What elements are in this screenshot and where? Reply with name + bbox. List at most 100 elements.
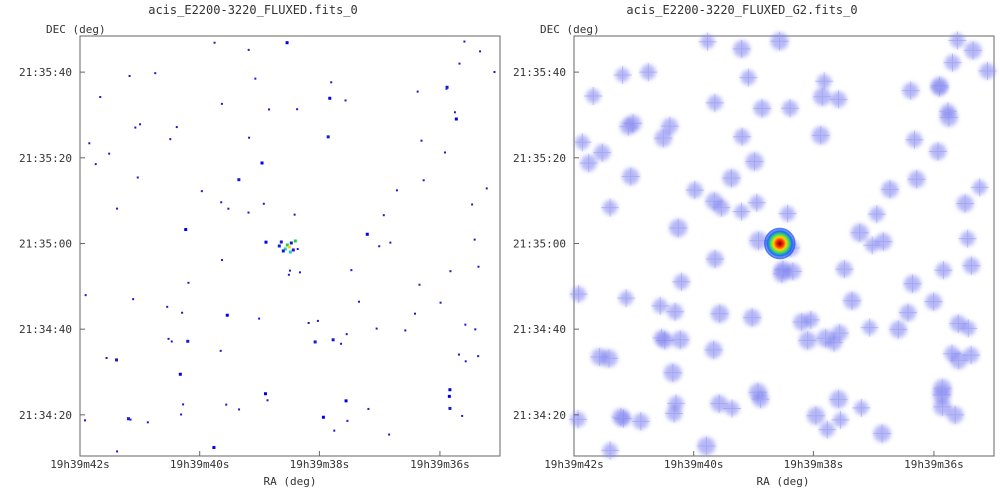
panel-left-source bbox=[277, 239, 297, 254]
noise-pixel bbox=[134, 126, 137, 129]
bright-source-pixel bbox=[279, 240, 283, 244]
noise-pixel bbox=[485, 187, 488, 190]
noise-pixel bbox=[388, 433, 391, 436]
noise-pixel bbox=[333, 429, 336, 432]
noise-pixel bbox=[471, 203, 474, 206]
noise-pixel bbox=[477, 355, 480, 358]
noise-pixel bbox=[453, 111, 456, 114]
noise-pixel bbox=[227, 207, 230, 210]
noise-pixel bbox=[358, 300, 361, 303]
noise-pixel bbox=[416, 90, 419, 93]
noise-pixel bbox=[331, 338, 335, 342]
noise-pixel bbox=[146, 421, 149, 424]
y-tick-label: 21:35:20 bbox=[513, 152, 566, 165]
noise-pixel bbox=[413, 312, 416, 315]
noise-pixel bbox=[225, 403, 228, 406]
noise-pixel bbox=[439, 301, 442, 304]
panel-right-title: acis_E2200-3220_FLUXED_G2.fits_0 bbox=[626, 3, 857, 17]
panel-left-ticks: 19h39m42s 19h39m40s 19h39m38s 19h39m36s 21:3… bbox=[19, 66, 470, 471]
noise-pixel bbox=[139, 123, 142, 126]
bright-source-pixel bbox=[289, 241, 293, 245]
noise-pixel bbox=[493, 70, 496, 73]
noise-pixel bbox=[287, 273, 290, 276]
noise-pixel bbox=[182, 403, 185, 406]
bright-source bbox=[763, 227, 796, 260]
noise-pixel bbox=[212, 446, 216, 450]
noise-pixel bbox=[264, 240, 268, 244]
noise-pixel bbox=[238, 408, 241, 411]
bright-source-pixel bbox=[285, 243, 289, 247]
noise-pixel bbox=[454, 117, 458, 121]
noise-pixel bbox=[262, 202, 265, 205]
noise-pixel bbox=[445, 87, 448, 90]
panel-left-noise bbox=[84, 40, 496, 453]
panel-right: acis_E2200-3220_FLUXED_G2.fits_0 DEC (de… bbox=[513, 3, 997, 488]
noise-pixel bbox=[258, 317, 261, 320]
noise-pixel bbox=[457, 353, 460, 356]
x-tick-label: 19h39m36s bbox=[904, 458, 964, 471]
noise-pixel bbox=[344, 399, 348, 403]
y-tick-label: 21:35:00 bbox=[19, 237, 72, 250]
y-tick-label: 21:34:20 bbox=[513, 409, 566, 422]
bright-source-pixel bbox=[287, 245, 291, 249]
noise-pixel bbox=[404, 329, 407, 332]
noise-pixel bbox=[448, 388, 452, 392]
panel-left-title: acis_E2200-3220_FLUXED.fits_0 bbox=[148, 3, 358, 17]
noise-pixel bbox=[378, 245, 381, 248]
noise-pixel bbox=[477, 265, 480, 268]
noise-pixel bbox=[464, 323, 467, 326]
noise-pixel bbox=[181, 311, 184, 314]
noise-pixel bbox=[389, 241, 392, 244]
panel-right-xlabel: RA (deg) bbox=[757, 475, 810, 488]
noise-pixel bbox=[420, 139, 423, 142]
noise-pixel bbox=[247, 211, 250, 214]
y-tick-label: 21:35:00 bbox=[513, 237, 566, 250]
panel-right-ylabel: DEC (deg) bbox=[540, 23, 600, 36]
noise-pixel bbox=[367, 407, 370, 410]
noise-pixel bbox=[307, 322, 310, 325]
noise-pixel bbox=[108, 152, 111, 155]
y-tick-label: 21:34:40 bbox=[513, 323, 566, 336]
noise-pixel bbox=[330, 81, 333, 84]
y-tick-label: 21:35:40 bbox=[513, 66, 566, 79]
x-tick-label: 19h39m42s bbox=[50, 458, 110, 471]
x-tick-label: 19h39m42s bbox=[544, 458, 604, 471]
panel-left-ylabel: DEC (deg) bbox=[46, 23, 106, 36]
noise-pixel bbox=[169, 138, 172, 141]
panel-right-source bbox=[763, 227, 796, 260]
bright-source-pixel bbox=[291, 248, 295, 252]
y-tick-label: 21:34:40 bbox=[19, 323, 72, 336]
noise-pixel bbox=[449, 270, 452, 273]
noise-pixel bbox=[221, 259, 224, 262]
noise-pixel bbox=[288, 269, 291, 272]
x-tick-label: 19h39m38s bbox=[784, 458, 844, 471]
noise-pixel bbox=[268, 108, 271, 111]
noise-pixel bbox=[328, 96, 332, 100]
panel-right-ticks: 19h39m42s 19h39m40s 19h39m38s 19h39m36s 21:3… bbox=[513, 66, 964, 471]
noise-pixel bbox=[116, 450, 119, 453]
noise-pixel bbox=[88, 142, 91, 145]
y-tick-label: 21:35:40 bbox=[19, 66, 72, 79]
noise-pixel bbox=[254, 77, 257, 80]
x-tick-label: 19h39m36s bbox=[410, 458, 470, 471]
noise-pixel bbox=[94, 163, 97, 166]
noise-pixel bbox=[187, 281, 190, 284]
noise-pixel bbox=[247, 48, 250, 51]
noise-pixel bbox=[447, 394, 451, 398]
noise-pixel bbox=[132, 298, 135, 301]
noise-pixel bbox=[340, 342, 343, 345]
noise-pixel bbox=[225, 313, 229, 317]
noise-pixel bbox=[237, 178, 241, 182]
bright-source-pixel bbox=[288, 250, 292, 254]
noise-pixel bbox=[346, 419, 349, 422]
bright-source-pixel bbox=[277, 244, 281, 248]
noise-pixel bbox=[443, 151, 446, 154]
x-tick-label: 19h39m38s bbox=[290, 458, 350, 471]
x-tick-label: 19h39m40s bbox=[170, 458, 230, 471]
noise-pixel bbox=[316, 319, 319, 322]
noise-pixel bbox=[154, 72, 157, 75]
noise-pixel bbox=[186, 339, 190, 343]
noise-pixel bbox=[479, 50, 482, 53]
noise-pixel bbox=[178, 372, 182, 376]
